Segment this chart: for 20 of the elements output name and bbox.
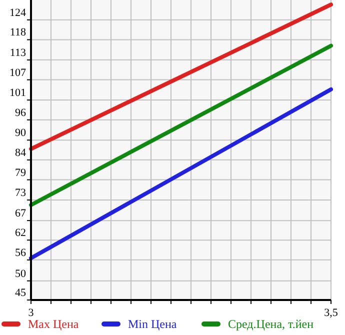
y-tick-label: 62 [15,227,26,240]
x-tick-label: 3 [28,307,34,319]
y-tick-label: 56 [15,246,26,259]
legend-label: Min Цена [128,317,178,331]
y-tick-label: 113 [10,46,26,59]
legend-label: Max Цена [28,317,80,331]
legend-label: Сред.Цена, т.йен [228,317,314,331]
y-tick-label: 101 [10,87,26,99]
y-tick-label: 50 [15,268,26,280]
y-tick-label: 118 [10,26,26,39]
y-tick-label: 84 [15,146,26,159]
y-tick-label: 79 [15,166,26,179]
y-tick-label: 107 [10,66,26,79]
y-tick-label: 90 [15,127,26,140]
y-tick-label: 124 [10,6,26,19]
y-tick-label: 73 [15,187,26,199]
y-tick-label: 67 [15,208,26,220]
y-tick-label: 96 [15,106,26,119]
x-tick-label: 3,5 [324,307,338,319]
y-tick-label: 45 [15,287,26,299]
